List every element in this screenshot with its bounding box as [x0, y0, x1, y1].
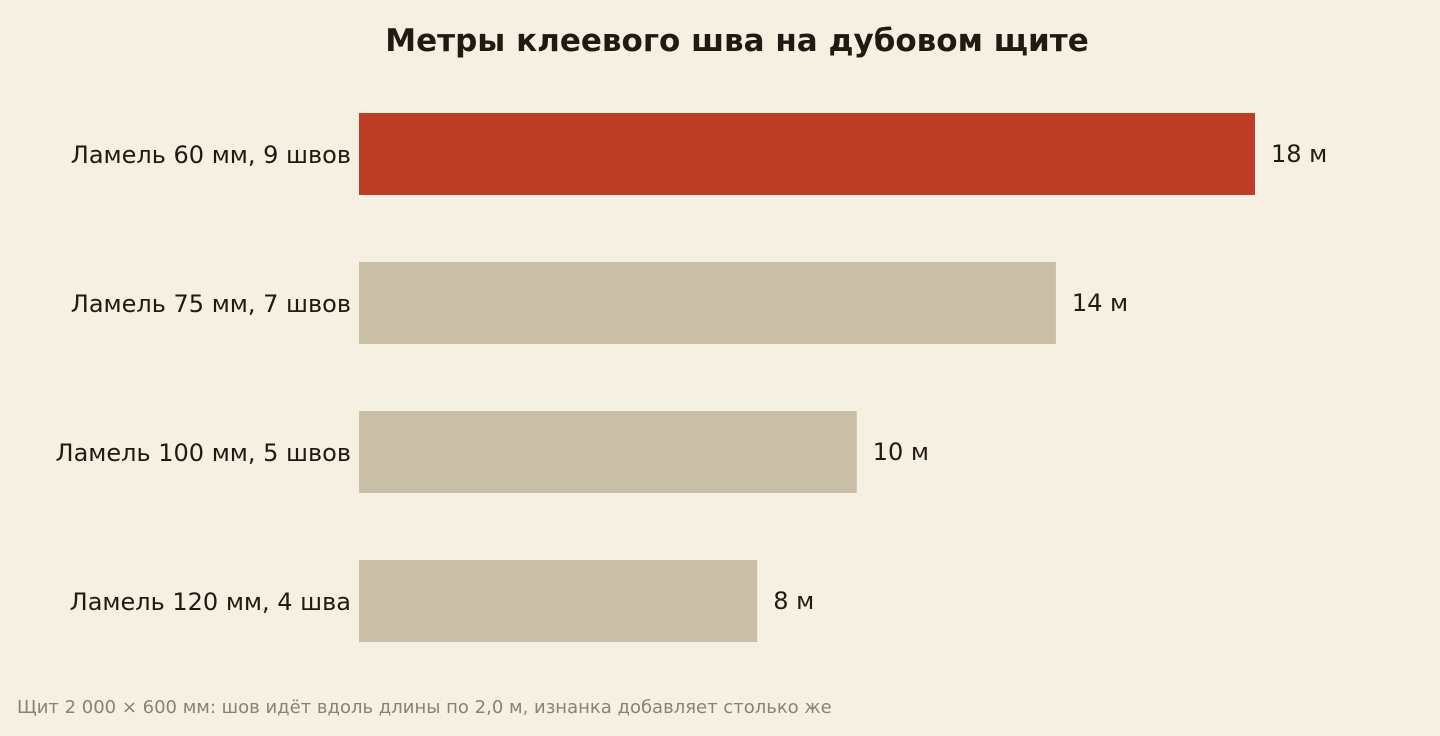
- chart-footnote: Щит 2 000 × 600 мм: шов идёт вдоль длины…: [17, 697, 832, 718]
- category-label-4: Ламель 120 мм, 4 шва: [70, 588, 351, 616]
- category-label-2: Ламель 75 мм, 7 швов: [71, 290, 351, 318]
- category-label-1: Ламель 60 мм, 9 швов: [71, 141, 351, 169]
- value-label-2: 14 м: [1072, 289, 1128, 317]
- value-label-1: 18 м: [1271, 140, 1327, 168]
- value-label-3: 10 м: [873, 438, 929, 466]
- category-label-3: Ламель 100 мм, 5 швов: [56, 439, 351, 467]
- bars-group: Ламель 60 мм, 9 швов 18 м Ламель 75 мм, 7 …: [56, 113, 1327, 642]
- value-label-4: 8 м: [773, 587, 814, 615]
- bar-1: [359, 113, 1255, 195]
- bar-2: [359, 262, 1056, 344]
- bar-4: [359, 560, 758, 642]
- bar-3: [359, 411, 857, 493]
- chart-title: Метры клеевого шва на дубовом щите: [385, 23, 1088, 59]
